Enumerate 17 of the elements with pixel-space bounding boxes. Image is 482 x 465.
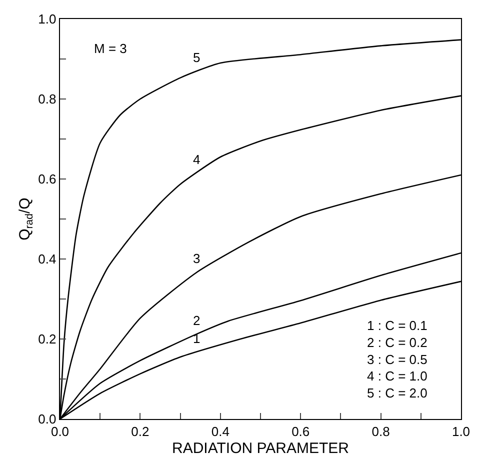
- x-tick-label: 1.0: [452, 424, 470, 439]
- annotation: 1 : C = 0.1 2 : C = 0.2 3 : C = 0.5 4 : C = 1.0 5 : C = 2.0: [367, 318, 428, 401]
- y-tick-label: 0.4: [38, 252, 56, 267]
- y-tick-label: 0.8: [38, 92, 56, 107]
- x-tick-label: 0.8: [372, 424, 390, 439]
- y-tick-label: 0.6: [38, 172, 56, 187]
- annotation: M = 3: [94, 41, 127, 56]
- series-label: 3: [193, 251, 200, 266]
- y-tick-label: 0.2: [38, 332, 56, 347]
- series-label: 4: [193, 152, 200, 167]
- y-tick-label: 1.0: [38, 12, 56, 27]
- x-tick-label: 0.6: [292, 424, 310, 439]
- x-tick-label: 0.2: [131, 424, 150, 439]
- x-tick-label: 0.4: [211, 424, 230, 439]
- series-label: 5: [193, 50, 200, 65]
- series-label: 2: [193, 313, 200, 328]
- x-axis-title: RADIATION PARAMETER: [172, 440, 350, 457]
